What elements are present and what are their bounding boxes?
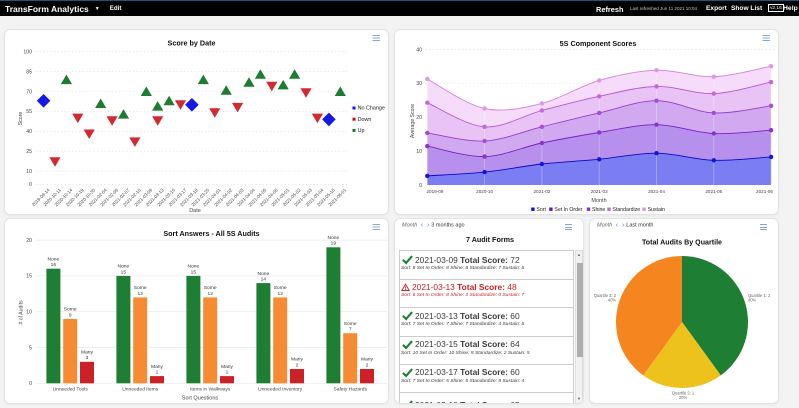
svg-text:2021-05: 2021-05 [705,189,722,194]
svg-text:0: 0 [29,182,32,188]
svg-text:Many: Many [221,364,234,370]
svg-text:Quartile 1: 2: Quartile 1: 2 [748,293,771,298]
svg-text:Quartile 2: 1: Quartile 2: 1 [672,391,695,396]
svg-text:16: 16 [51,262,57,268]
svg-text:Total Audits By Quartile: Total Audits By Quartile [642,239,722,247]
svg-text:10: 10 [26,310,32,316]
svg-text:Some: Some [344,321,357,327]
svg-text:20: 20 [416,115,422,121]
svg-text:None: None [328,235,340,241]
svg-text:2021-02: 2021-02 [533,189,550,194]
svg-text:Date: Date [189,208,201,214]
svg-text:Some: Some [204,285,217,291]
svg-text:Month: Month [591,198,606,204]
svg-text:2021-06: 2021-06 [756,189,773,194]
svg-text:12: 12 [207,291,213,297]
svg-text:# of Audits: # of Audits [19,300,25,325]
svg-text:None: None [188,264,200,270]
svg-text:7: 7 [349,327,352,333]
svg-text:Average Score: Average Score [410,104,416,138]
svg-text:None: None [258,271,270,277]
svg-text:Some: Some [134,285,147,291]
svg-text:25: 25 [26,149,32,155]
svg-text:10: 10 [416,149,422,155]
svg-text:5: 5 [29,345,32,351]
svg-text:Down: Down [358,117,372,123]
svg-text:Sort Questions: Sort Questions [182,396,219,402]
svg-text:Shine: Shine [592,207,605,213]
svg-text:20: 20 [26,238,32,244]
svg-text:2021-03: 2021-03 [591,189,608,194]
svg-text:Sort: Sort [536,207,546,213]
svg-text:85: 85 [26,69,32,75]
svg-text:15: 15 [191,269,197,275]
svg-text:1: 1 [226,370,229,376]
svg-text:9: 9 [69,312,72,318]
svg-text:Unneeded Items: Unneeded Items [122,387,158,393]
svg-text:14: 14 [261,277,267,283]
svg-text:19: 19 [331,241,337,247]
svg-text:Sustain: Sustain [648,207,665,213]
svg-text:100: 100 [23,50,32,56]
svg-text:Set In Order: Set In Order [554,207,583,213]
svg-text:2: 2 [366,362,369,368]
svg-text:Many: Many [81,350,94,356]
svg-text:40%: 40% [608,297,617,302]
svg-text:2021-04: 2021-04 [648,189,665,194]
svg-text:15: 15 [121,269,127,275]
svg-text:30: 30 [416,81,422,87]
svg-text:0: 0 [29,381,32,387]
svg-text:Some: Some [64,307,77,313]
svg-text:Quartile 3: 2: Quartile 3: 2 [594,293,617,298]
svg-text:40: 40 [26,129,32,135]
svg-text:70: 70 [26,89,32,95]
svg-text:Some: Some [274,285,287,291]
svg-text:0: 0 [419,183,422,189]
svg-text:12: 12 [277,291,283,297]
svg-text:Many: Many [291,357,304,363]
svg-text:Standardize: Standardize [613,207,641,213]
svg-text:Up: Up [358,128,365,134]
svg-text:Unneeded Inventory: Unneeded Inventory [258,387,303,393]
svg-text:No Change: No Change [358,106,385,112]
svg-text:5S Component Scores: 5S Component Scores [560,39,637,48]
svg-text:Score by Date: Score by Date [168,38,216,47]
svg-text:Score: Score [18,112,24,126]
svg-text:10: 10 [26,169,32,175]
svg-text:1: 1 [156,370,159,376]
svg-text:None: None [118,264,130,270]
svg-text:40%: 40% [748,297,757,302]
svg-text:Many: Many [361,357,374,363]
svg-text:2020-10: 2020-10 [476,189,493,194]
svg-text:Items in Walkways: Items in Walkways [190,387,231,393]
svg-text:15: 15 [26,274,32,280]
svg-text:2: 2 [296,362,299,368]
svg-text:55: 55 [26,109,32,115]
svg-text:20%: 20% [679,395,688,400]
svg-text:40: 40 [416,47,422,53]
svg-text:3: 3 [86,355,89,361]
svg-text:12: 12 [137,291,143,297]
svg-text:2019-09: 2019-09 [427,189,444,194]
svg-text:Many: Many [151,364,164,370]
svg-text:Sort Answers - All 5S Audits: Sort Answers - All 5S Audits [163,229,259,238]
svg-text:Safety Hazards: Safety Hazards [333,387,367,393]
svg-text:None: None [48,256,60,262]
svg-text:Unneeded Tools: Unneeded Tools [53,387,89,393]
